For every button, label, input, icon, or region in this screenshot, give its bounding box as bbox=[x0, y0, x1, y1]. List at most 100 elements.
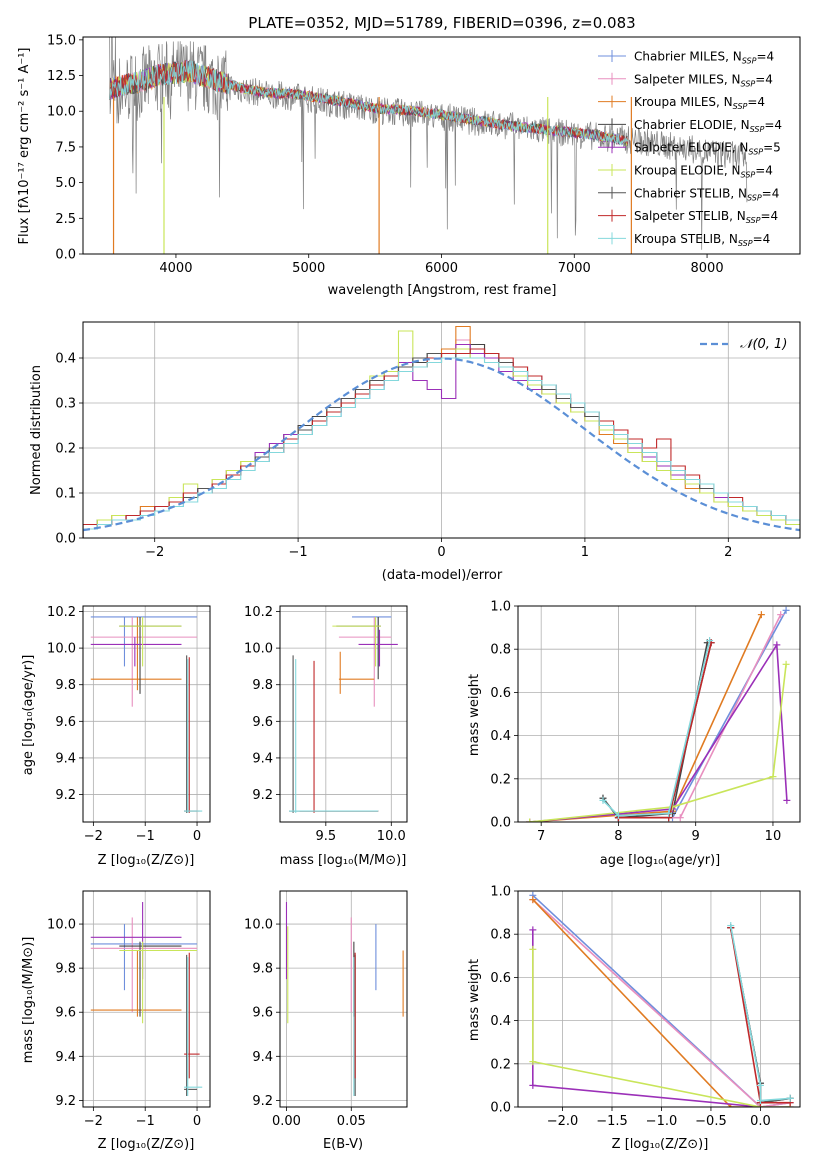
mass-ebv-frame bbox=[279, 890, 408, 1108]
mass-z-ytick-label: 9.8 bbox=[55, 962, 76, 977]
mw-z-ytick-label: 0.4 bbox=[490, 1014, 511, 1029]
mw-age-ytick-label: 0.6 bbox=[490, 686, 511, 701]
mw-age-ytick-label: 0.8 bbox=[490, 643, 511, 658]
legend-label: Salpeter STELIB, NSSP=4 bbox=[634, 209, 778, 225]
hist-xtick-label: 0 bbox=[437, 545, 445, 560]
age-z-xtick-label: −2 bbox=[84, 829, 103, 844]
legend-label: Chabrier ELODIE, NSSP=4 bbox=[634, 118, 782, 134]
age-z-ytick-label: 9.8 bbox=[55, 678, 76, 693]
mw-z-xtick-label: −2.0 bbox=[547, 1114, 579, 1129]
age-mass-ytick-label: 9.2 bbox=[252, 788, 273, 803]
mw-z-xtick-label: −1.0 bbox=[646, 1114, 678, 1129]
hist-ytick-label: 0.3 bbox=[55, 397, 76, 412]
weight-line bbox=[532, 899, 761, 1107]
mw-z-xlabel: Z [log₁₀(Z/Z⊙)] bbox=[612, 1137, 709, 1152]
weight-line bbox=[529, 664, 787, 822]
age-z-ytick-label: 9.2 bbox=[55, 788, 76, 803]
legend-label: Kroupa MILES, NSSP=4 bbox=[634, 95, 765, 111]
weight-line bbox=[602, 640, 711, 817]
hist-ytick-label: 0.4 bbox=[55, 352, 76, 367]
mw-age-xtick-label: 7 bbox=[537, 829, 545, 844]
spectrum-ytick-label: 5.0 bbox=[55, 176, 76, 191]
spectrum-xtick-label: 8000 bbox=[691, 261, 724, 276]
mw-z-ytick-label: 0.8 bbox=[490, 928, 511, 943]
hist-xtick-label: −2 bbox=[145, 545, 164, 560]
spectrum-ytick-label: 0.0 bbox=[55, 248, 76, 263]
hist-xtick-label: 1 bbox=[581, 545, 589, 560]
mw-age-xlabel: age [log₁₀(age/yr)] bbox=[600, 853, 721, 868]
age-mass-xtick-label: 9.5 bbox=[315, 829, 336, 844]
age-mass-frame bbox=[279, 605, 408, 823]
age-mass-points bbox=[289, 616, 398, 813]
legend-label: Salpeter ELODIE, NSSP=5 bbox=[634, 141, 781, 157]
normal-curve bbox=[83, 357, 800, 532]
mw-age-frame bbox=[517, 605, 801, 823]
spectrum-frame bbox=[82, 36, 801, 255]
mass-ebv-xtick-label: 0.00 bbox=[272, 1114, 301, 1129]
mw-age-ytick-label: 1.0 bbox=[490, 600, 511, 615]
spectrum-ytick-label: 10.0 bbox=[47, 105, 76, 120]
age-mass-ytick-label: 9.6 bbox=[252, 715, 273, 730]
mw-age-ytick-label: 0.0 bbox=[490, 816, 511, 831]
age-z-ylabel: age [log₁₀(age/yr)] bbox=[21, 655, 36, 776]
model-fit-line bbox=[109, 60, 628, 145]
hist-frame bbox=[82, 321, 801, 539]
legend-label: Kroupa ELODIE, NSSP=4 bbox=[634, 164, 773, 180]
mass-z-xlabel: Z [log₁₀(Z/Z⊙)] bbox=[98, 1137, 195, 1152]
mass-z-frame bbox=[82, 890, 211, 1108]
spectrum-ytick-label: 2.5 bbox=[55, 212, 76, 227]
spectrum-ytick-label: 7.5 bbox=[55, 140, 76, 155]
mw-age-series bbox=[526, 606, 791, 822]
observed-spectrum-line bbox=[109, 37, 748, 250]
age-z-points bbox=[90, 616, 203, 813]
hist-legend-label: 𝒩(0, 1) bbox=[740, 337, 787, 352]
age-z-xlabel: Z [log₁₀(Z/Z⊙)] bbox=[98, 853, 195, 868]
weight-line bbox=[532, 899, 791, 1107]
hist-ytick-label: 0.2 bbox=[55, 442, 76, 457]
weight-line bbox=[529, 642, 788, 822]
spectrum-xtick-label: 6000 bbox=[425, 261, 458, 276]
legend-label: Chabrier MILES, NSSP=4 bbox=[634, 50, 774, 66]
mw-age-ylabel: mass weight bbox=[467, 674, 482, 756]
mw-z-ytick-label: 0.2 bbox=[490, 1057, 511, 1072]
hist-ytick-label: 0.0 bbox=[55, 532, 76, 547]
mw-age-axes: 7 8 9 10 0.0 0.2 0.4 0.6 0.8 1.0 bbox=[490, 600, 800, 844]
spectrum-xtick-label: 7000 bbox=[558, 261, 591, 276]
weight-line bbox=[531, 949, 791, 1107]
mass-z-points bbox=[90, 902, 203, 1096]
mass-ebv-xlabel: E(B-V) bbox=[323, 1137, 363, 1152]
weight-line bbox=[729, 925, 791, 1102]
mass-z-ytick-label: 9.4 bbox=[55, 1050, 76, 1065]
mass-z-xtick-label: 0 bbox=[193, 1114, 201, 1129]
spectrum-lines bbox=[109, 37, 748, 254]
hist-series bbox=[83, 325, 800, 538]
age-z-ytick-label: 10.2 bbox=[47, 605, 76, 620]
spectrum-xtick-label: 5000 bbox=[292, 261, 325, 276]
mw-z-ylabel: mass weight bbox=[467, 959, 482, 1041]
mw-z-xtick-label: 0.0 bbox=[750, 1114, 771, 1129]
age-z-ytick-label: 10.0 bbox=[47, 642, 76, 657]
mw-z-frame bbox=[517, 890, 801, 1108]
spectrum-xtick-label: 4000 bbox=[159, 261, 192, 276]
legend-label: Kroupa STELIB, NSSP=4 bbox=[634, 232, 770, 248]
mass-ebv-ytick-label: 9.8 bbox=[252, 962, 273, 977]
age-z-frame bbox=[82, 605, 211, 823]
mw-z-xtick-label: −0.5 bbox=[695, 1114, 727, 1129]
mass-ebv-axes: 0.00 0.05 9.2 9.4 9.6 9.8 10.0 bbox=[244, 891, 407, 1129]
mass-z-ytick-label: 10.0 bbox=[47, 918, 76, 933]
age-z-ytick-label: 9.4 bbox=[55, 751, 76, 766]
mass-ebv-points bbox=[285, 902, 404, 1096]
histogram-xlabel: (data-model)/error bbox=[382, 568, 503, 583]
age-z-xtick-label: −1 bbox=[136, 829, 155, 844]
legend-label: Salpeter MILES, NSSP=4 bbox=[634, 72, 773, 88]
spectrum-xlabel: wavelength [Angstrom, rest frame] bbox=[328, 283, 557, 298]
mass-z-xtick-label: −2 bbox=[84, 1114, 103, 1129]
age-z-ytick-label: 9.6 bbox=[55, 715, 76, 730]
mw-z-ytick-label: 0.6 bbox=[490, 971, 511, 986]
mw-z-series bbox=[529, 891, 794, 1107]
mass-ebv-ytick-label: 9.4 bbox=[252, 1050, 273, 1065]
spectrum-ylabel: Flux [fλ10⁻¹⁷ erg cm⁻² s⁻¹ A⁻¹] bbox=[17, 48, 32, 245]
mass-z-xtick-label: −1 bbox=[136, 1114, 155, 1129]
mass-z-ytick-label: 9.2 bbox=[55, 1094, 76, 1109]
spectrum-ytick-label: 12.5 bbox=[47, 69, 76, 84]
